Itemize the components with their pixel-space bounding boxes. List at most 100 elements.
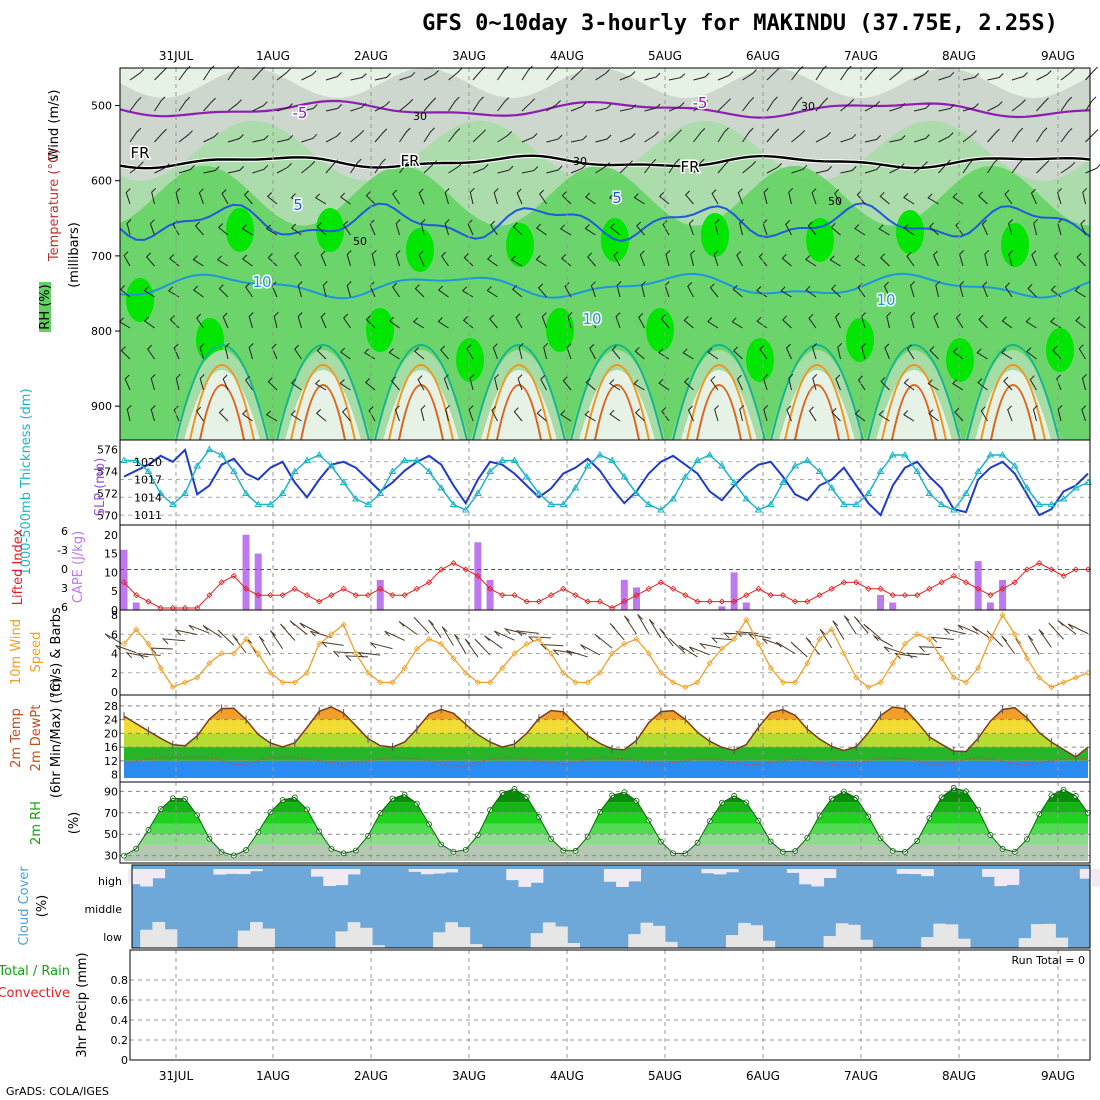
rh-bright-blob-16 (1046, 328, 1074, 372)
wind-barb (879, 191, 890, 205)
wind-barb (325, 159, 339, 174)
wind-barb (1011, 99, 1026, 112)
wind-barb (325, 72, 342, 81)
lifted-point (267, 592, 274, 599)
rh-bright-blob-0 (226, 208, 254, 252)
rh-band-2 (124, 812, 1088, 824)
ylabel-slp: SLP (mb) (93, 458, 108, 517)
contour-label: FR (400, 152, 419, 170)
cape-bar (986, 602, 994, 610)
wind-barb (1057, 188, 1062, 205)
wind-barb (346, 281, 352, 298)
cloud-low (1018, 938, 1032, 948)
wind-barb (1085, 96, 1097, 112)
wind-barb (952, 347, 964, 360)
wind-barb (781, 253, 792, 267)
cloud-low (469, 944, 483, 948)
wind-barb (938, 71, 955, 81)
thickness-point (473, 489, 482, 496)
wind-barb (644, 131, 659, 143)
wind-barb (241, 409, 253, 422)
wind-barb (928, 222, 939, 236)
wind-barb (619, 104, 637, 112)
rh-bright-blob-6 (806, 218, 834, 262)
wind-barb (807, 221, 817, 236)
wind-barb (227, 134, 244, 143)
wind-barb (315, 409, 327, 422)
cloud-low (347, 922, 361, 948)
wind-barb (325, 132, 341, 143)
wind-barb (511, 285, 523, 298)
wind10-barb (930, 636, 954, 643)
wind-barb (154, 128, 167, 143)
wind-barb (491, 406, 498, 422)
wind-barb (710, 375, 719, 391)
wind-barb (713, 250, 719, 267)
ytick-label: 600 (91, 175, 112, 188)
lifted-point (901, 592, 909, 599)
wind-barb (395, 219, 401, 236)
wind-barb (339, 347, 351, 360)
wind10-barb (819, 628, 833, 649)
wind-barb (980, 406, 988, 422)
wind-barb (977, 191, 988, 205)
ytick-label-slp: 1020 (134, 456, 162, 469)
wind10-barb (623, 615, 637, 635)
rh-band-1 (124, 802, 1088, 813)
wind-barb (342, 407, 351, 422)
wind-barb (739, 404, 745, 422)
ytick-label-thickness: 574 (97, 466, 118, 479)
ytick-label-slp: 1011 (134, 509, 162, 522)
wind-barb (290, 223, 302, 236)
wind-barb (906, 344, 915, 360)
date-label-top: 4AUG (550, 49, 584, 63)
wind-barb (1056, 374, 1062, 391)
wind-barb (518, 343, 524, 360)
wind-barb (962, 103, 979, 112)
wind10-barb (464, 638, 479, 658)
wind-barb (903, 223, 915, 236)
cape-bar (999, 579, 1007, 610)
wind-barb (932, 250, 939, 267)
contour-label: 5 (293, 196, 303, 214)
wind-barb (562, 376, 572, 391)
rh2m-point (121, 852, 127, 859)
wind-barb (543, 342, 549, 360)
thickness-point (571, 484, 580, 491)
wind-barb (1057, 404, 1063, 422)
isotherm-20-dome-6 (784, 364, 850, 441)
cloud-low (664, 941, 678, 948)
lifted-point (657, 579, 664, 586)
wind-barb (248, 343, 254, 360)
wind-barb (984, 249, 990, 267)
wind-barb (490, 220, 498, 236)
lifted-point (596, 598, 603, 605)
wind-barb (276, 68, 291, 81)
date-label-bottom: 31JUL (159, 1069, 194, 1083)
rh2m-panel: 90 70 50 30 (104, 781, 1091, 864)
wind-barb (368, 406, 376, 422)
cloud-high (628, 869, 642, 882)
cloud-low (433, 932, 446, 948)
wind-barb (1036, 70, 1052, 81)
panel-frame (119, 439, 1091, 526)
wind-barb (1082, 187, 1088, 205)
date-label-top: 2AUG (354, 49, 388, 63)
cloud-high (1092, 869, 1100, 887)
wind-barb (644, 159, 657, 174)
wind10-barb (384, 630, 405, 641)
wind-barb (910, 281, 915, 298)
wind-barb (633, 193, 645, 205)
wind-barb (413, 347, 425, 360)
cloud-high (713, 869, 727, 875)
wind10-barb (883, 646, 906, 655)
ytick-label: 0 (121, 1054, 128, 1067)
cloud-low (542, 922, 556, 948)
wind-barb (418, 188, 425, 205)
wind-barb (294, 344, 302, 360)
thickness-point (876, 467, 885, 474)
wind-barb (216, 255, 229, 267)
wind10-barb (332, 651, 356, 658)
wind-barb (469, 187, 475, 205)
cloud-high (323, 869, 336, 886)
